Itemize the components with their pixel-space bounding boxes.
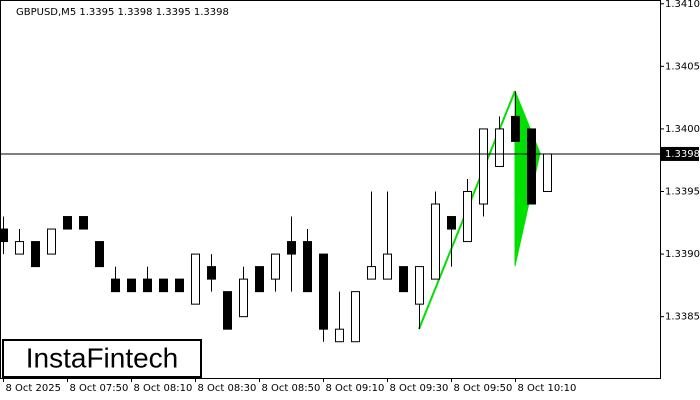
candle-body (271, 253, 280, 280)
candle-body (287, 241, 296, 255)
x-tick-label: 8 Oct 2025 (6, 383, 61, 394)
y-tick-label: 1.3410 (665, 0, 700, 10)
candle-body (527, 128, 536, 205)
candle-body (415, 266, 424, 305)
x-tick-label: 8 Oct 09:50 (454, 383, 513, 394)
x-tick-label: 8 Oct 09:30 (390, 383, 449, 394)
candle-body (223, 291, 232, 330)
y-tick-label: 1.3395 (665, 187, 700, 198)
x-tick-label: 8 Oct 07:50 (70, 383, 129, 394)
y-tick-label: 1.3405 (665, 61, 700, 72)
x-tick-label: 8 Oct 10:10 (518, 383, 577, 394)
candle-body (159, 278, 168, 293)
candle-body (479, 128, 488, 205)
candle-body (367, 266, 376, 280)
candle-body (47, 228, 56, 255)
candle-body (335, 328, 344, 343)
candle-body (143, 278, 152, 293)
candle-body (319, 253, 328, 330)
x-tick-label: 8 Oct 08:10 (134, 383, 193, 394)
candle-body (127, 278, 136, 293)
candle-body (351, 291, 360, 343)
candle-body (399, 266, 408, 293)
candle-body (495, 128, 504, 167)
last-price-label: 1.3398 (665, 149, 700, 160)
x-tick-label: 8 Oct 08:30 (198, 383, 257, 394)
candle-body (191, 253, 200, 305)
candle-body (15, 241, 24, 255)
chart-title: GBPUSD,M5 1.3395 1.3398 1.3395 1.3398 (16, 7, 229, 18)
y-tick-label: 1.3400 (665, 124, 700, 135)
candle-body (447, 216, 456, 230)
candle-body (543, 153, 552, 193)
candle-body (383, 253, 392, 280)
last-price-box (661, 146, 699, 161)
x-tick-label: 8 Oct 09:10 (326, 383, 385, 394)
y-tick-label: 1.3390 (665, 249, 700, 260)
candle-body (255, 266, 264, 293)
candle-body (0, 228, 8, 243)
candle-body (511, 115, 520, 142)
plot-frame (0, 0, 661, 379)
candle-body (431, 203, 440, 280)
candle-body (31, 241, 40, 268)
candle-body (175, 278, 184, 293)
candle-body (207, 266, 216, 280)
logo-box (2, 339, 202, 378)
candles (0, 91, 552, 343)
candle-body (63, 216, 72, 230)
x-tick-label: 8 Oct 08:50 (262, 383, 321, 394)
candle-body (79, 216, 88, 230)
candle-body (95, 241, 104, 268)
candle-body (303, 241, 312, 293)
candle-body (239, 278, 248, 318)
candle-body (463, 191, 472, 243)
candle-body (111, 278, 120, 293)
logo: InstaFintech (26, 342, 179, 373)
y-tick-label: 1.3385 (665, 312, 700, 323)
